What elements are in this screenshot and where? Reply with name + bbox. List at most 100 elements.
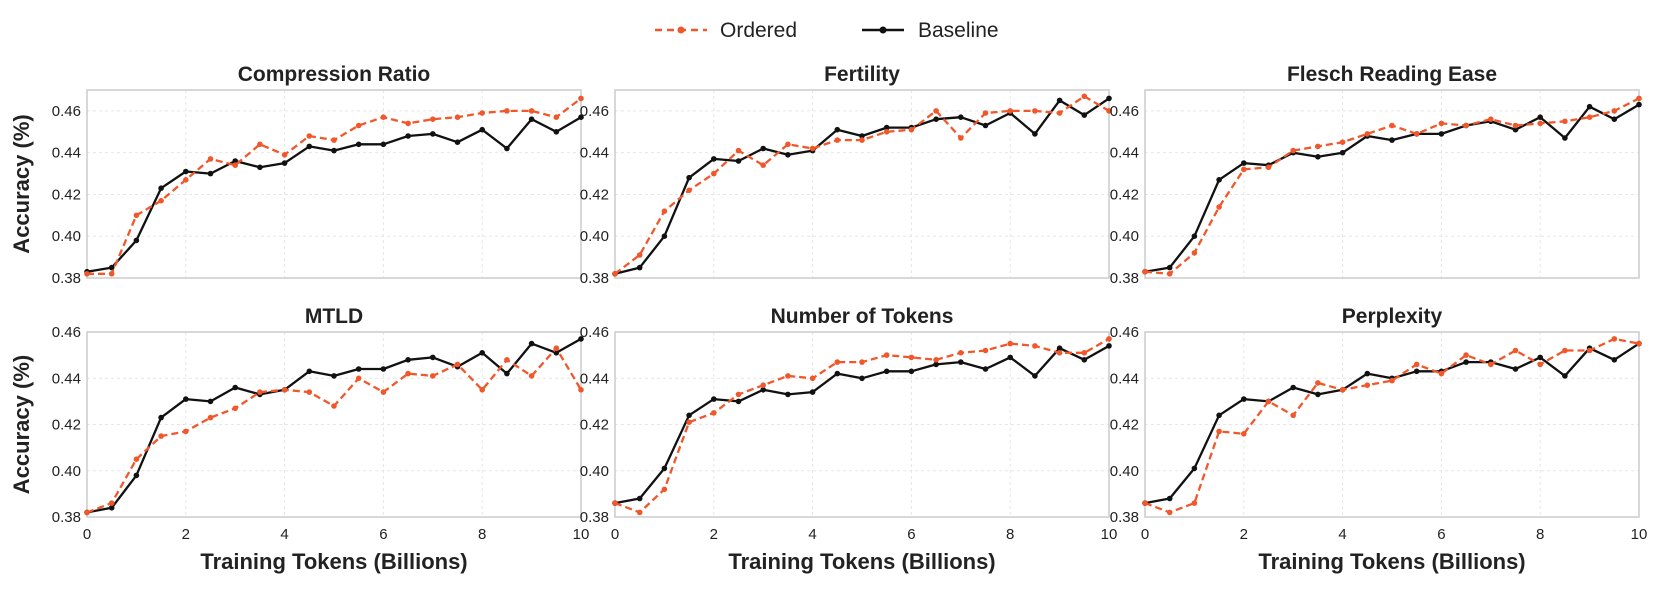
data-point-baseline <box>1586 103 1593 110</box>
panel-title: Perplexity <box>1342 305 1443 328</box>
data-point-baseline <box>686 174 692 181</box>
data-point-ordered <box>1007 108 1013 114</box>
data-point-baseline <box>1106 343 1112 349</box>
panel-3: 0.38 0.40 0.42 0.44 0.46 0 2 4 6 8 10 Training Toke… <box>9 305 589 574</box>
plot-frame <box>614 89 1110 279</box>
data-point-baseline <box>982 122 989 129</box>
data-point-baseline <box>108 505 115 511</box>
data-point-baseline <box>1166 264 1173 271</box>
y-tick-label: 0.42 <box>580 417 609 434</box>
data-point-ordered <box>1438 120 1445 127</box>
data-point-ordered <box>1488 116 1494 122</box>
data-point-ordered <box>612 500 618 506</box>
data-point-ordered <box>1166 509 1173 516</box>
data-point-ordered <box>578 95 584 102</box>
data-point-ordered <box>1512 122 1519 129</box>
data-point-ordered <box>1216 428 1222 435</box>
data-point-baseline <box>1315 391 1321 398</box>
data-point-baseline <box>405 357 411 363</box>
data-point-ordered <box>479 387 486 393</box>
series-line-ordered <box>1144 337 1640 514</box>
data-point-ordered <box>553 345 560 352</box>
x-axis-label: Training Tokens (Billions) <box>728 549 995 574</box>
data-point-baseline <box>1056 97 1063 104</box>
data-point-baseline <box>1216 412 1222 419</box>
data-point-baseline <box>982 366 989 372</box>
data-point-baseline <box>1166 495 1173 502</box>
data-point-ordered <box>528 373 535 379</box>
data-point-baseline <box>661 465 668 472</box>
series-line-baseline <box>614 97 1110 275</box>
data-point-baseline <box>711 396 717 402</box>
data-point-baseline <box>430 354 436 361</box>
y-tick-label: 0.44 <box>52 145 81 162</box>
data-point-ordered <box>1636 340 1642 347</box>
x-tick-label: 10 <box>573 526 590 543</box>
data-point-ordered <box>1191 250 1198 256</box>
data-point-ordered <box>553 114 560 120</box>
series-line-ordered <box>614 337 1110 514</box>
data-point-baseline <box>1241 396 1247 402</box>
data-point-ordered <box>661 208 668 214</box>
data-point-ordered <box>504 357 510 363</box>
series-line-baseline <box>1144 103 1640 273</box>
panel-title: Compression Ratio <box>238 63 431 86</box>
panel-title: Fertility <box>824 63 900 86</box>
data-point-ordered <box>982 347 989 354</box>
x-tick-label: 4 <box>808 526 816 543</box>
data-point-baseline <box>958 359 964 365</box>
data-point-baseline <box>578 114 584 120</box>
data-point-ordered <box>1389 122 1395 129</box>
data-point-ordered <box>1389 377 1395 384</box>
data-point-baseline <box>1081 112 1088 118</box>
data-point-ordered <box>1032 343 1038 349</box>
x-tick-label: 0 <box>1141 526 1149 543</box>
y-tick-label: 0.38 <box>1110 270 1139 287</box>
data-point-baseline <box>809 389 816 395</box>
data-point-baseline <box>1512 366 1519 372</box>
data-point-baseline <box>1611 357 1618 363</box>
data-point-baseline <box>331 373 337 379</box>
y-tick-label: 0.40 <box>1110 463 1139 480</box>
data-point-ordered <box>331 137 337 143</box>
data-point-ordered <box>785 141 791 148</box>
data-point-baseline <box>454 139 461 145</box>
data-point-ordered <box>1562 118 1568 125</box>
data-point-baseline <box>504 145 510 152</box>
data-point-baseline <box>1562 135 1568 141</box>
data-point-ordered <box>207 156 214 162</box>
data-point-baseline <box>760 387 766 393</box>
data-point-ordered <box>183 177 189 183</box>
legend-item-ordered: Ordered <box>655 19 797 42</box>
data-point-baseline <box>430 131 436 137</box>
data-point-baseline <box>355 141 362 148</box>
data-point-ordered <box>735 147 742 154</box>
data-point-ordered <box>207 414 214 421</box>
y-tick-label: 0.44 <box>1110 370 1139 387</box>
legend-label-ordered: Ordered <box>720 19 797 42</box>
data-point-baseline <box>1032 131 1038 137</box>
data-point-baseline <box>479 126 486 133</box>
data-point-ordered <box>686 187 692 194</box>
data-point-ordered <box>183 428 189 435</box>
y-tick-label: 0.38 <box>580 509 609 526</box>
data-point-ordered <box>281 152 288 158</box>
data-point-ordered <box>331 403 337 409</box>
data-point-ordered <box>1290 147 1296 154</box>
data-point-baseline <box>883 124 890 131</box>
data-point-ordered <box>355 122 362 129</box>
data-point-ordered <box>430 116 436 122</box>
data-point-ordered <box>1081 93 1088 100</box>
data-point-ordered <box>1339 139 1346 145</box>
data-point-ordered <box>958 350 964 356</box>
data-point-ordered <box>859 137 865 143</box>
x-tick-label: 8 <box>478 526 486 543</box>
data-point-baseline <box>834 370 841 377</box>
data-point-ordered <box>834 359 841 365</box>
data-point-ordered <box>1142 500 1148 506</box>
y-tick-label: 0.40 <box>52 463 81 480</box>
data-point-ordered <box>711 170 717 177</box>
data-point-baseline <box>785 152 791 158</box>
data-point-baseline <box>1413 368 1420 375</box>
